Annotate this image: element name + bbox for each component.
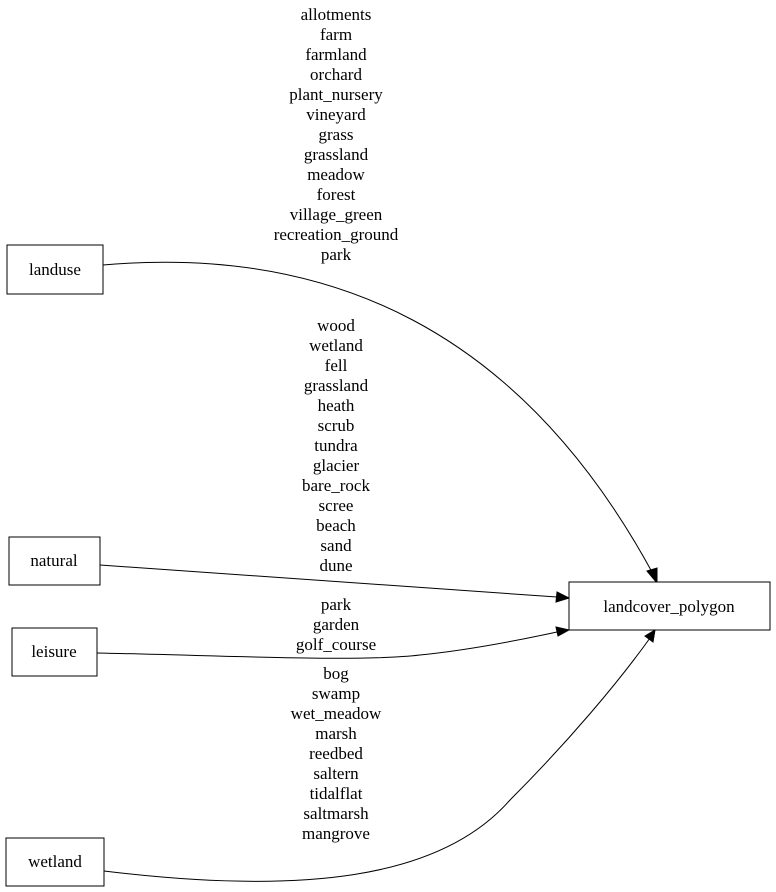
edge-wetland: [103, 629, 656, 882]
edge-label-landuse: park: [321, 245, 352, 264]
edge-label-wetland: bog: [323, 664, 349, 683]
edge-label-wetland: saltmarsh: [303, 804, 369, 823]
node-natural: natural: [8, 536, 101, 586]
node-label: landcover_polygon: [603, 597, 735, 616]
edge-label-landuse: forest: [317, 185, 356, 204]
edge-label-natural: dune: [319, 556, 352, 575]
edge-label-natural: tundra: [314, 436, 358, 455]
edge-label-natural: sand: [320, 536, 352, 555]
edge-label-natural: grassland: [304, 376, 369, 395]
edge-label-landuse: farm: [320, 25, 352, 44]
edge-label-natural: bare_rock: [302, 476, 370, 495]
edge-label-leisure: garden: [313, 615, 360, 634]
edge-label-wetland: tidalflat: [310, 784, 363, 803]
node-landcover-polygon: landcover_polygon: [568, 581, 771, 631]
edge-label-natural: glacier: [313, 456, 360, 475]
edge-label-landuse: recreation_ground: [274, 225, 399, 244]
node-label: landuse: [29, 260, 81, 279]
edge-label-wetland: reedbed: [309, 744, 363, 763]
node-label: wetland: [28, 852, 82, 871]
edge-label-natural: wetland: [309, 336, 363, 355]
edge-label-landuse: village_green: [290, 205, 383, 224]
edge-label-natural: wood: [317, 316, 355, 335]
edge-label-natural: heath: [318, 396, 355, 415]
edge-label-wetland: swamp: [312, 684, 360, 703]
edge-label-landuse: grassland: [304, 145, 369, 164]
node-label: leisure: [31, 642, 76, 661]
node-wetland: wetland: [5, 837, 105, 887]
edge-label-leisure: park: [321, 595, 352, 614]
edge-label-landuse: orchard: [310, 65, 362, 84]
edge-landuse: [102, 261, 658, 585]
edge-leisure: [96, 626, 571, 659]
edge-label-wetland: wet_meadow: [291, 704, 382, 723]
edge-label-wetland: marsh: [315, 724, 357, 743]
edge-label-natural: scree: [319, 496, 354, 515]
edge-label-landuse: farmland: [305, 45, 367, 64]
node-label: natural: [30, 551, 77, 570]
edge-natural: [99, 564, 571, 603]
edge-label-landuse: allotments: [301, 5, 372, 24]
edge-label-landuse: vineyard: [306, 105, 366, 124]
edge-label-natural: fell: [325, 356, 348, 375]
edge-label-landuse: plant_nursery: [289, 85, 383, 104]
edge-label-natural: beach: [316, 516, 356, 535]
node-leisure: leisure: [11, 627, 98, 677]
edge-label-wetland: saltern: [313, 764, 359, 783]
edge-label-wetland: mangrove: [302, 824, 370, 843]
edge-label-leisure: golf_course: [296, 635, 376, 654]
node-landuse: landuse: [6, 244, 104, 295]
edge-label-landuse: meadow: [307, 165, 365, 184]
edge-label-natural: scrub: [318, 416, 355, 435]
edge-label-landuse: grass: [319, 125, 354, 144]
